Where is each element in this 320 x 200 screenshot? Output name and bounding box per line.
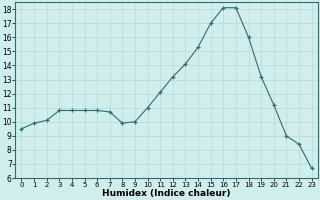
X-axis label: Humidex (Indice chaleur): Humidex (Indice chaleur) (102, 189, 231, 198)
